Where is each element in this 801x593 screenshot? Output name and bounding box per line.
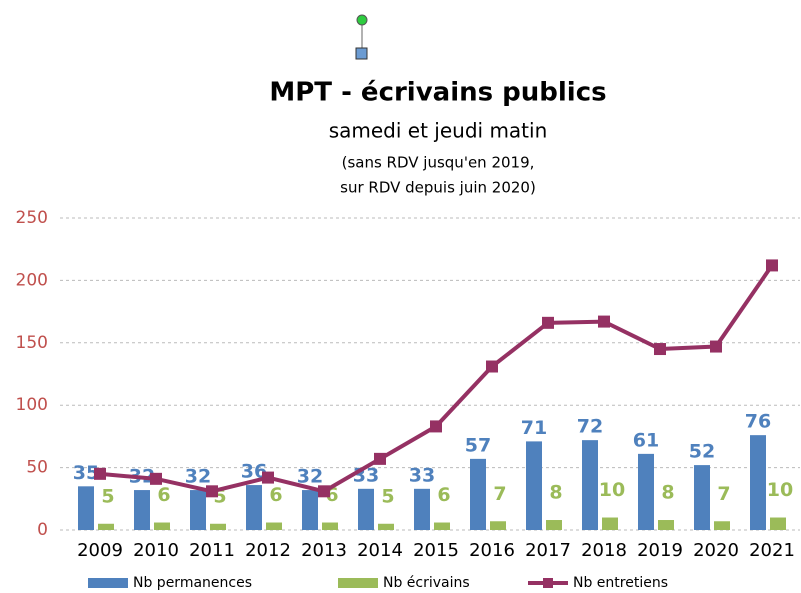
data-label: 6	[269, 484, 282, 506]
marker	[766, 259, 778, 272]
y-tick-label: 100	[16, 395, 48, 415]
legend-label: Nb écrivains	[383, 575, 470, 591]
bar	[266, 522, 282, 530]
bar	[470, 458, 486, 530]
marker	[542, 316, 554, 329]
data-label: 33	[409, 464, 435, 486]
legend-swatch	[88, 578, 128, 588]
bar	[190, 490, 206, 530]
chart-subtitle: samedi et jeudi matin	[329, 119, 548, 143]
data-label: 36	[241, 461, 267, 483]
x-tick-label: 2010	[133, 540, 179, 561]
marker	[150, 472, 162, 485]
x-tick-label: 2016	[469, 540, 515, 561]
y-tick-label: 50	[26, 458, 48, 478]
marker	[318, 485, 330, 498]
data-label: 52	[689, 441, 715, 463]
line	[99, 264, 774, 494]
data-label: 32	[297, 466, 323, 488]
marker	[206, 485, 218, 498]
x-tick-label: 2018	[581, 540, 627, 561]
bar	[602, 517, 618, 530]
handle-resize	[355, 47, 368, 60]
bar	[134, 490, 150, 530]
handle-rotate	[356, 14, 368, 26]
bar	[434, 522, 450, 530]
marker	[710, 340, 722, 353]
legend-label: Nb permanences	[133, 575, 252, 591]
data-label: 7	[717, 483, 730, 505]
data-label: 32	[185, 466, 211, 488]
data-label: 61	[633, 429, 659, 451]
bar	[246, 485, 262, 530]
bar	[378, 523, 394, 530]
data-label: 6	[157, 484, 170, 506]
data-label: 6	[437, 484, 450, 506]
x-tick-label: 2021	[749, 540, 795, 561]
data-label: 35	[73, 462, 99, 484]
legend-swatch	[543, 578, 553, 588]
x-tick-label: 2017	[525, 540, 571, 561]
marker	[430, 420, 442, 433]
bar	[526, 441, 542, 530]
x-tick-label: 2020	[693, 540, 739, 561]
bar	[770, 517, 786, 530]
x-tick-label: 2015	[413, 540, 459, 561]
bar	[414, 488, 430, 530]
y-tick-label: 250	[16, 208, 48, 228]
legend-label: Nb entretiens	[573, 575, 668, 591]
bar	[750, 435, 766, 530]
marker	[262, 471, 274, 484]
x-tick-label: 2009	[77, 540, 123, 561]
y-tick-label: 0	[37, 520, 48, 540]
data-label: 71	[521, 417, 547, 439]
bar	[582, 440, 598, 530]
data-label: 5	[101, 485, 114, 507]
x-tick-label: 2014	[357, 540, 403, 561]
bar	[78, 486, 94, 530]
x-tick-label: 2012	[245, 540, 291, 561]
y-tick-label: 150	[16, 333, 48, 353]
bar	[694, 465, 710, 530]
data-label: 5	[381, 485, 394, 507]
marker	[374, 452, 386, 465]
bar	[302, 490, 318, 530]
y-tick-label: 200	[16, 270, 48, 290]
data-label: 76	[745, 411, 771, 433]
bar	[546, 520, 562, 530]
data-label: 8	[661, 482, 674, 504]
annotation: sur RDV depuis juin 2020)	[340, 179, 536, 197]
bar	[658, 520, 674, 530]
bar	[358, 488, 374, 530]
data-label: 10	[767, 479, 793, 501]
bar	[322, 522, 338, 530]
marker	[486, 360, 498, 373]
annotation: (sans RDV jusqu'en 2019,	[342, 154, 535, 172]
x-tick-label: 2019	[637, 540, 683, 561]
marker	[94, 467, 106, 480]
data-label: 72	[577, 416, 603, 438]
data-label: 10	[599, 479, 625, 501]
data-label: 8	[549, 482, 562, 504]
marker	[654, 343, 666, 356]
chart-title: MPT - écrivains publics	[269, 78, 606, 108]
bar	[154, 522, 170, 530]
marker	[598, 315, 610, 328]
x-tick-label: 2011	[189, 540, 235, 561]
data-label: 7	[493, 483, 506, 505]
legend-swatch	[338, 578, 378, 588]
bar	[490, 521, 506, 530]
x-tick-label: 2013	[301, 540, 347, 561]
bar	[714, 521, 730, 530]
data-label: 57	[465, 434, 491, 456]
bar	[98, 523, 114, 530]
bar	[210, 523, 226, 530]
bar	[638, 453, 654, 530]
